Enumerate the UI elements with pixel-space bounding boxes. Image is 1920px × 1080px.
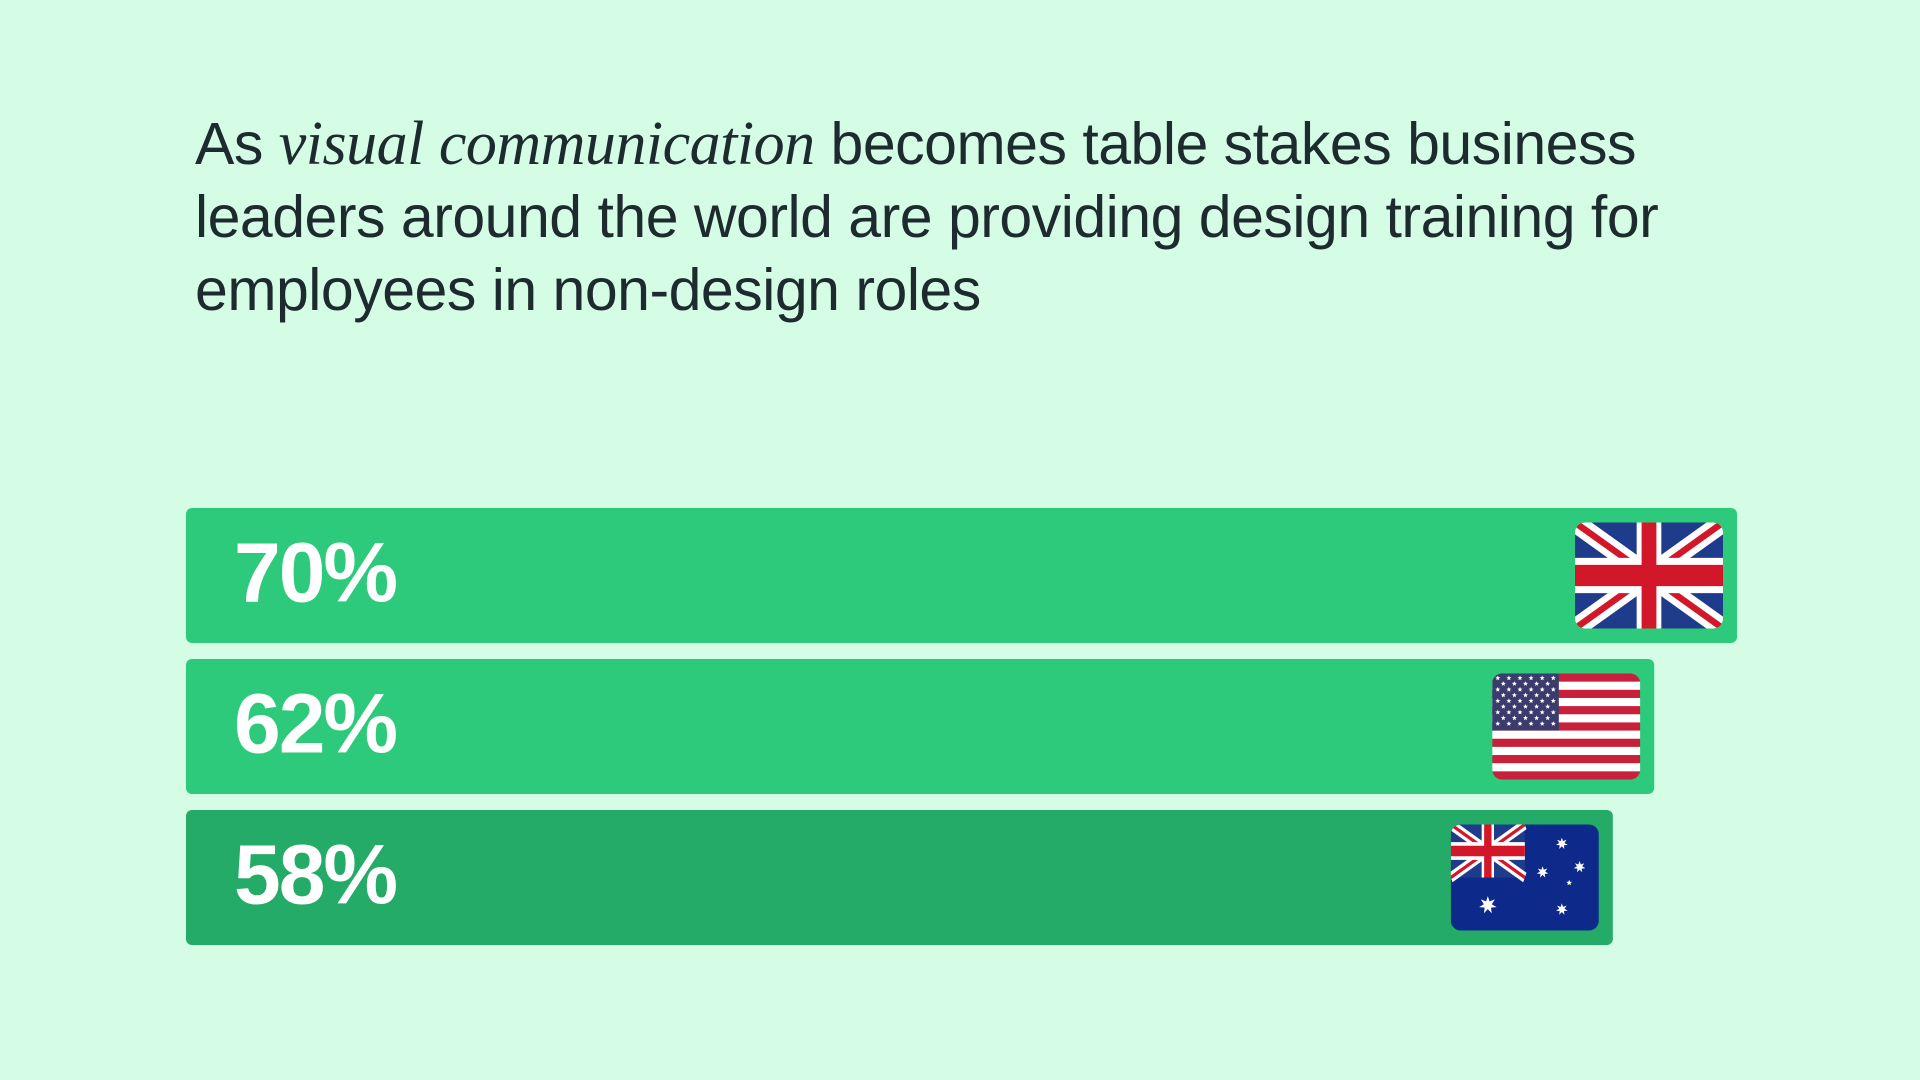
flag-star (1506, 698, 1512, 703)
flag-star (1545, 681, 1551, 686)
value-label: 58% (234, 828, 396, 922)
flag-stripe (1492, 706, 1641, 715)
union-jack (1575, 522, 1723, 629)
flag-star (1500, 681, 1506, 686)
bar (186, 508, 1737, 643)
flag-star (1500, 692, 1506, 698)
flag-stripe (1492, 681, 1641, 691)
title-emphasis: visual communication (278, 110, 815, 178)
flag-star (1523, 681, 1528, 686)
value-label: 62% (234, 677, 396, 771)
bar (186, 810, 1613, 945)
flag-star (1534, 681, 1540, 686)
flag-stripe (1492, 763, 1641, 772)
flag-star (1573, 860, 1586, 873)
flag-star (1539, 686, 1545, 692)
flag-star (1534, 715, 1540, 721)
flag-star (1506, 721, 1512, 726)
flag-stripe (1492, 738, 1641, 748)
union-jack (1450, 824, 1527, 883)
flag-stripe (1492, 673, 1641, 683)
flag-star (1550, 698, 1556, 703)
flag-star (1539, 721, 1545, 726)
flag-star (1528, 721, 1534, 726)
flag (1575, 522, 1723, 629)
flag-star (1523, 692, 1528, 698)
flag-star (1550, 675, 1556, 681)
title-part: As (195, 111, 263, 177)
flag-star (1500, 715, 1506, 721)
flag-stripe (1492, 746, 1641, 756)
flag-stripe (1492, 722, 1641, 732)
flag-star (1511, 715, 1517, 721)
flag-stripe (1492, 771, 1641, 780)
flag-star (1506, 686, 1512, 692)
flag-star (1517, 709, 1523, 715)
flag-star (1545, 692, 1551, 698)
flag-star (1528, 686, 1534, 692)
bar (186, 659, 1655, 794)
flag-star (1523, 715, 1528, 721)
value-label: 70% (234, 526, 396, 620)
flag-stripe (1492, 755, 1641, 764)
flag-star (1539, 698, 1545, 703)
flag-star (1528, 675, 1534, 681)
flag-cross-red (1575, 522, 1723, 629)
flag-stripe (1492, 689, 1641, 699)
title-part: becomes table stakes business leaders ar… (195, 111, 1659, 323)
flag (1450, 824, 1599, 931)
flag-star (1495, 721, 1501, 726)
flag-star (1550, 709, 1556, 715)
flag (1492, 673, 1641, 780)
flag-star (1517, 721, 1523, 726)
flag-stripe (1492, 714, 1641, 723)
flag-star (1479, 896, 1497, 914)
flag-star (1506, 675, 1512, 681)
flag-star (1495, 675, 1501, 681)
flag-star (1528, 698, 1534, 703)
flag-star (1517, 698, 1523, 703)
flag-star (1550, 686, 1556, 692)
flag-star (1523, 704, 1528, 709)
flag-star (1536, 866, 1549, 878)
flag-star (1495, 709, 1501, 715)
flag-stripe (1492, 730, 1641, 740)
flag-star (1534, 692, 1540, 698)
flag-star (1550, 721, 1556, 726)
flag-star (1500, 704, 1506, 709)
flag-star (1566, 879, 1573, 886)
flag-star (1517, 686, 1523, 692)
flag-star (1534, 704, 1540, 709)
flag-star (1556, 837, 1568, 849)
flag-star (1511, 692, 1517, 698)
flag-star (1545, 704, 1551, 709)
flag-star (1539, 675, 1545, 681)
flag-star (1517, 675, 1523, 681)
flag-stripe (1492, 697, 1641, 707)
flag-star (1506, 709, 1512, 715)
flag-star (1495, 686, 1501, 692)
flag-star (1511, 681, 1517, 686)
flag-star (1511, 704, 1517, 709)
flag-cross-red (1450, 824, 1525, 878)
flag-star (1528, 709, 1534, 715)
flag-star (1495, 698, 1501, 703)
flag-star (1539, 709, 1545, 715)
flag-star (1556, 903, 1568, 915)
flag-star (1545, 715, 1551, 721)
chart-title: As visual communication becomes table st… (195, 108, 1755, 327)
